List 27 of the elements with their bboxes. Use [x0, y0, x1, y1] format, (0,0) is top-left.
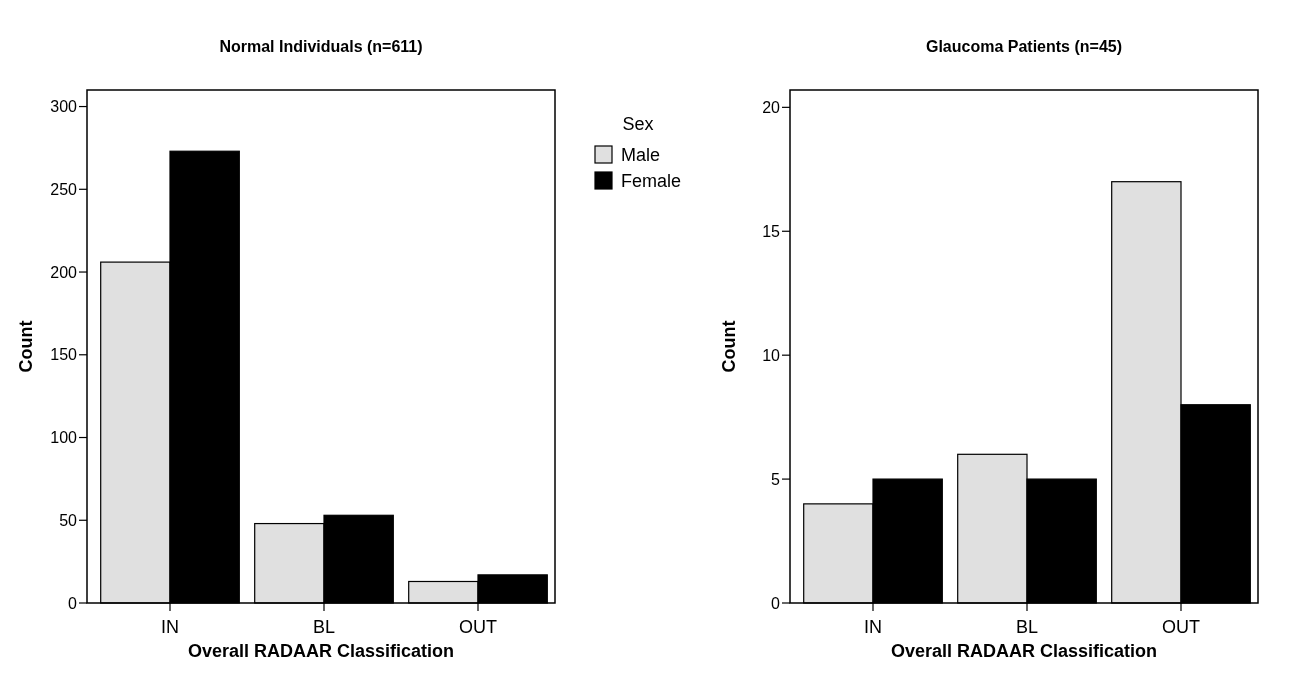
y-tick-label: 20 — [762, 98, 781, 116]
y-axis-title: Count — [16, 320, 36, 373]
legend-title: Sex — [622, 114, 654, 134]
y-tick-label: 200 — [50, 263, 78, 281]
x-axis-title: Overall RADAAR Classification — [187, 641, 455, 661]
y-tick-label: 300 — [50, 98, 78, 116]
x-tick-label: IN — [161, 617, 179, 637]
y-tick-label: 250 — [50, 180, 78, 198]
x-axis-title: Overall RADAAR Classification — [890, 641, 1158, 661]
y-tick-label: 0 — [68, 594, 78, 612]
y-tick-label: 15 — [762, 222, 781, 240]
y-tick-label: 100 — [50, 429, 78, 447]
x-tick-label: BL — [1015, 617, 1039, 637]
y-tick-label: 0 — [771, 594, 781, 612]
y-tick-label: 150 — [50, 346, 78, 364]
legend-label: Male — [621, 145, 661, 166]
x-tick-label: OUT — [459, 617, 497, 637]
x-tick-label: IN — [864, 617, 882, 637]
y-tick-label: 50 — [59, 511, 78, 529]
chart-title: Glaucoma Patients (n=45) — [925, 38, 1123, 55]
y-tick-label: 10 — [762, 346, 781, 364]
y-axis-title: Count — [719, 320, 739, 373]
chart-title: Normal Individuals (n=611) — [219, 38, 423, 55]
y-tick-label: 5 — [771, 470, 781, 488]
x-tick-label: OUT — [1162, 617, 1200, 637]
x-tick-label: BL — [312, 617, 336, 637]
legend-label: Female — [621, 171, 682, 192]
